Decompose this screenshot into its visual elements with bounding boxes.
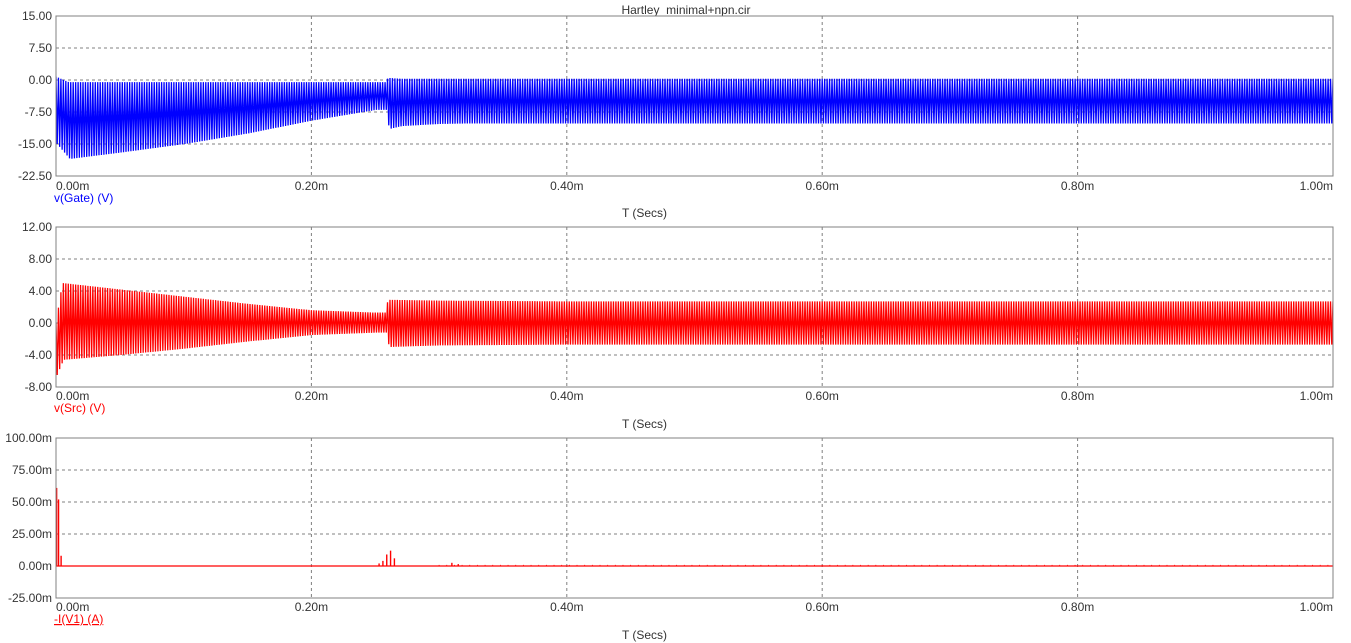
x-tick-label: 1.00m bbox=[1300, 600, 1333, 614]
y-tick-label: 12.00 bbox=[22, 220, 52, 234]
y-tick-label: -7.50 bbox=[25, 105, 53, 119]
y-tick-label: 15.00 bbox=[22, 9, 52, 23]
y-tick-label: 8.00 bbox=[29, 252, 53, 266]
x-tick-label: 0.40m bbox=[550, 389, 583, 403]
x-tick-label: 0.00m bbox=[56, 389, 89, 403]
x-tick-label: 0.80m bbox=[1061, 389, 1094, 403]
y-tick-label: 7.50 bbox=[29, 41, 53, 55]
x-tick-label: 0.00m bbox=[56, 600, 89, 614]
window-title: Hartley_minimal+npn.cir bbox=[621, 3, 750, 17]
plot-panel-2: 12.00 8.00 4.00 0.00 -4.00 -8.000.00m 0.20m 0.4… bbox=[22, 220, 1334, 431]
x-tick-label: 1.00m bbox=[1300, 389, 1333, 403]
x-tick-label: 0.60m bbox=[806, 600, 839, 614]
y-axis-label: v(Gate) (V) bbox=[54, 191, 113, 205]
x-tick-label: 0.20m bbox=[295, 389, 328, 403]
x-tick-label: 0.80m bbox=[1061, 179, 1094, 193]
y-tick-label: 0.00 bbox=[29, 73, 53, 87]
y-tick-label: 0.00m bbox=[19, 559, 52, 573]
x-axis-label: T (Secs) bbox=[622, 628, 667, 642]
x-tick-label: 0.40m bbox=[550, 179, 583, 193]
y-tick-label: -8.00 bbox=[25, 380, 53, 394]
x-tick-label: 0.60m bbox=[806, 389, 839, 403]
plot-frame bbox=[55, 15, 1334, 177]
y-tick-label: -15.00 bbox=[18, 137, 52, 151]
trace-2 bbox=[56, 283, 1333, 376]
x-tick-label: 0.60m bbox=[806, 179, 839, 193]
x-axis-label: T (Secs) bbox=[622, 206, 667, 220]
y-tick-label: -25.00m bbox=[8, 591, 52, 605]
y-tick-label: -22.50 bbox=[18, 169, 52, 183]
y-tick-label: 75.00m bbox=[12, 463, 52, 477]
x-axis-label: T (Secs) bbox=[622, 417, 667, 431]
plot-panel-3: 100.00m 75.00m 50.00m 25.00m 0.00m -25.00m 0.0… bbox=[5, 431, 1334, 642]
y-axis-label: v(Src) (V) bbox=[54, 401, 105, 415]
y-tick-label: 4.00 bbox=[29, 284, 53, 298]
x-tick-label: 1.00m bbox=[1300, 179, 1333, 193]
plot-frame bbox=[55, 226, 1334, 388]
y-axis-label: -I(V1) (A) bbox=[54, 612, 103, 626]
y-tick-label: 50.00m bbox=[12, 495, 52, 509]
x-tick-label: 0.20m bbox=[295, 179, 328, 193]
y-tick-label: 0.00 bbox=[29, 316, 53, 330]
x-tick-label: 0.20m bbox=[295, 600, 328, 614]
plot-panel-1: 15.00 7.50 0.00 -7.50 -15.00 -22.50 0.00m 0.20m… bbox=[18, 9, 1334, 220]
y-tick-label: 25.00m bbox=[12, 527, 52, 541]
trace-1 bbox=[56, 76, 1333, 159]
x-tick-label: 0.00m bbox=[56, 179, 89, 193]
y-tick-label: -4.00 bbox=[25, 348, 53, 362]
y-tick-label: 100.00m bbox=[5, 431, 52, 445]
x-tick-label: 0.80m bbox=[1061, 600, 1094, 614]
plot-frame bbox=[55, 437, 1334, 599]
x-tick-label: 0.40m bbox=[550, 600, 583, 614]
